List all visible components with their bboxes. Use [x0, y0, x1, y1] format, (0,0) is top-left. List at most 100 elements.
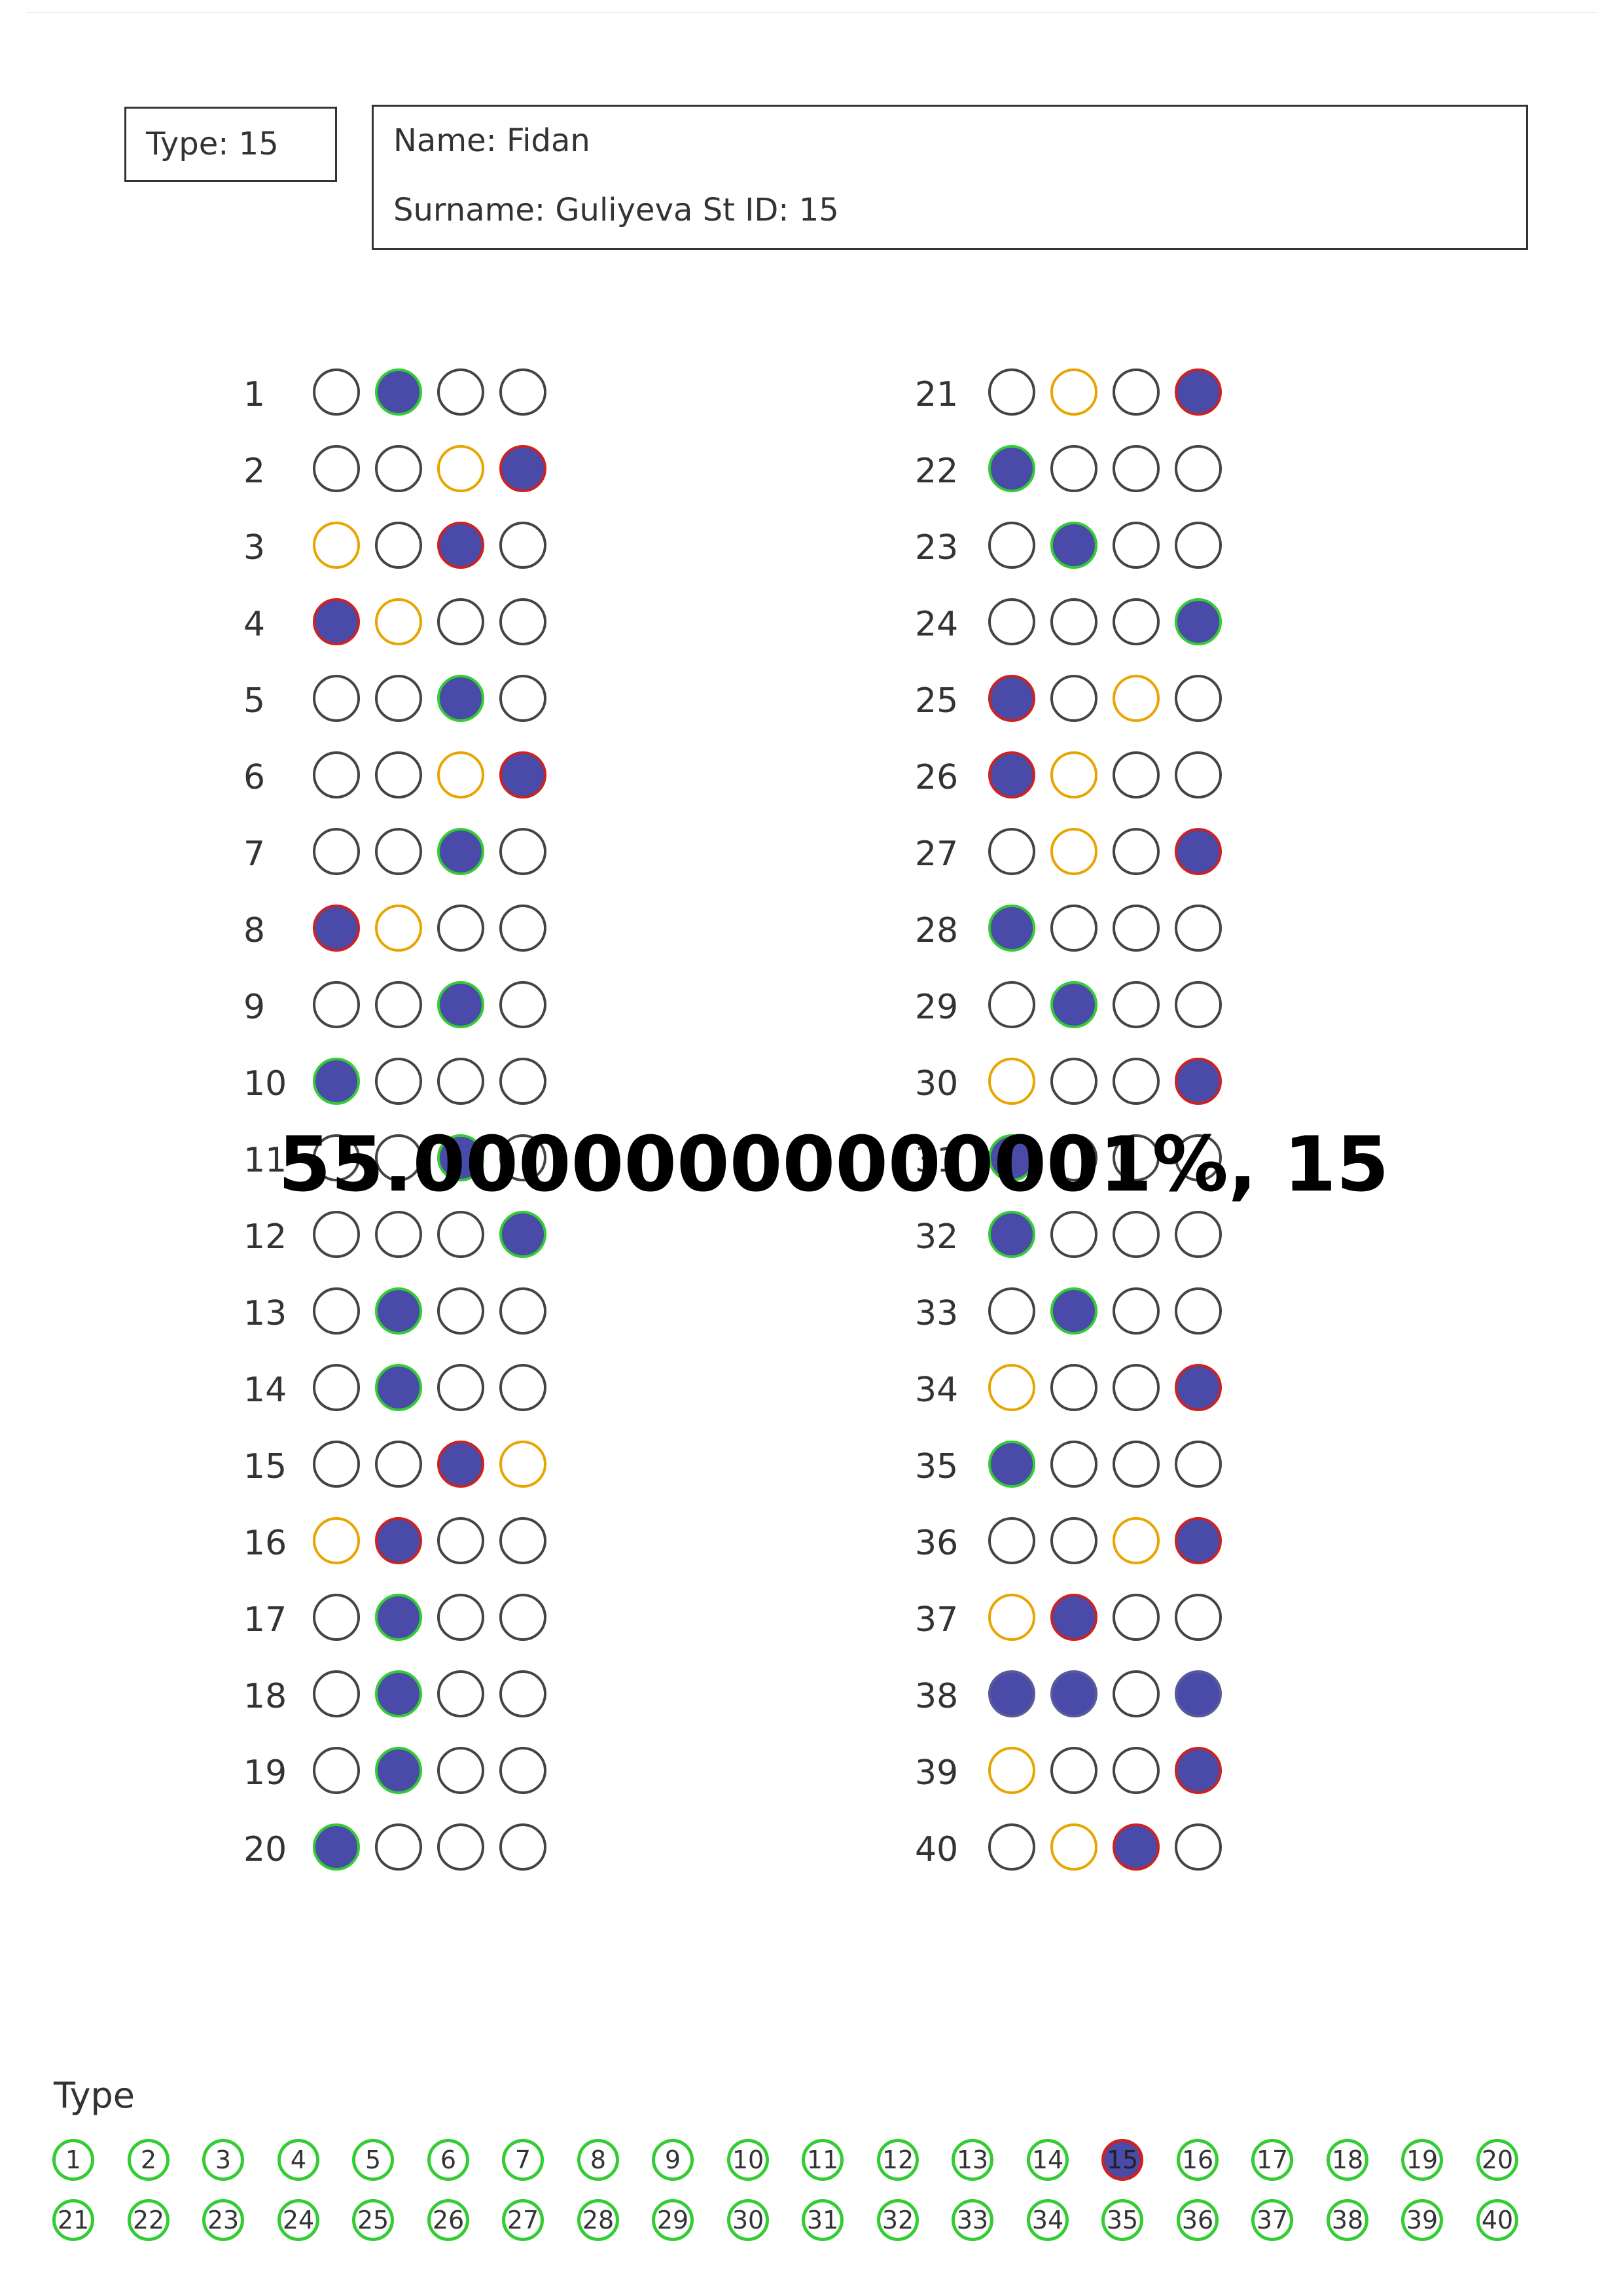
- answer-bubble-correct-filled[interactable]: [313, 1823, 360, 1871]
- answer-bubble-empty[interactable]: [1175, 981, 1222, 1028]
- answer-bubble-correct-filled[interactable]: [313, 1058, 360, 1105]
- answer-bubble-empty[interactable]: [1050, 1058, 1097, 1105]
- type-bubble[interactable]: 5: [352, 2139, 394, 2181]
- type-bubble[interactable]: 29: [652, 2199, 694, 2241]
- type-bubble[interactable]: 28: [577, 2199, 619, 2241]
- answer-bubble-correct-filled[interactable]: [1050, 1287, 1097, 1335]
- type-bubble[interactable]: 27: [502, 2199, 544, 2241]
- answer-bubble-empty[interactable]: [313, 981, 360, 1028]
- answer-bubble-wrong-filled[interactable]: [437, 522, 484, 569]
- type-bubble[interactable]: 19: [1401, 2139, 1443, 2181]
- answer-bubble-empty[interactable]: [437, 1058, 484, 1105]
- answer-bubble-empty[interactable]: [313, 1670, 360, 1717]
- answer-bubble-expected[interactable]: [988, 1364, 1035, 1411]
- answer-bubble-correct-filled[interactable]: [375, 1287, 422, 1335]
- answer-bubble-empty[interactable]: [375, 522, 422, 569]
- answer-bubble-empty[interactable]: [1113, 905, 1160, 952]
- answer-bubble-empty[interactable]: [437, 905, 484, 952]
- answer-bubble-empty[interactable]: [313, 1747, 360, 1794]
- answer-bubble-empty[interactable]: [313, 445, 360, 492]
- type-bubble[interactable]: 38: [1327, 2199, 1368, 2241]
- answer-bubble-empty[interactable]: [437, 1517, 484, 1564]
- answer-bubble-empty[interactable]: [1113, 368, 1160, 416]
- answer-bubble-empty[interactable]: [499, 981, 546, 1028]
- type-bubble[interactable]: 23: [202, 2199, 244, 2241]
- answer-bubble-correct-filled[interactable]: [988, 905, 1035, 952]
- answer-bubble-empty[interactable]: [437, 1594, 484, 1641]
- answer-bubble-empty[interactable]: [1175, 675, 1222, 722]
- answer-bubble-empty[interactable]: [1050, 675, 1097, 722]
- answer-bubble-empty[interactable]: [1175, 1594, 1222, 1641]
- answer-bubble-empty[interactable]: [313, 675, 360, 722]
- answer-bubble-wrong-filled[interactable]: [1175, 1058, 1222, 1105]
- answer-bubble-empty[interactable]: [313, 1134, 360, 1181]
- answer-bubble-wrong-filled[interactable]: [1050, 1594, 1097, 1641]
- answer-bubble-correct-filled[interactable]: [375, 1747, 422, 1794]
- answer-bubble-wrong-filled[interactable]: [437, 1441, 484, 1488]
- answer-bubble-expected[interactable]: [313, 522, 360, 569]
- type-bubble[interactable]: 22: [128, 2199, 169, 2241]
- answer-bubble-wrong-filled[interactable]: [1175, 828, 1222, 875]
- type-bubble[interactable]: 11: [802, 2139, 844, 2181]
- answer-bubble-empty[interactable]: [988, 1287, 1035, 1335]
- type-bubble[interactable]: 20: [1476, 2139, 1518, 2181]
- answer-bubble-expected[interactable]: [375, 905, 422, 952]
- answer-bubble-empty[interactable]: [437, 1823, 484, 1871]
- answer-bubble-empty[interactable]: [437, 598, 484, 645]
- answer-bubble-empty[interactable]: [313, 1441, 360, 1488]
- answer-bubble-empty[interactable]: [1050, 1517, 1097, 1564]
- answer-bubble-expected[interactable]: [437, 751, 484, 798]
- answer-bubble-correct-filled[interactable]: [375, 1594, 422, 1641]
- type-bubble[interactable]: 2: [128, 2139, 169, 2181]
- answer-bubble-correct-filled[interactable]: [375, 1670, 422, 1717]
- answer-bubble-empty[interactable]: [499, 1364, 546, 1411]
- answer-bubble-correct-filled[interactable]: [1050, 522, 1097, 569]
- answer-bubble-empty[interactable]: [988, 828, 1035, 875]
- type-bubble[interactable]: 26: [427, 2199, 469, 2241]
- type-bubble[interactable]: 12: [877, 2139, 919, 2181]
- type-bubble[interactable]: 24: [277, 2199, 319, 2241]
- answer-bubble-empty[interactable]: [375, 1211, 422, 1258]
- answer-bubble-empty[interactable]: [499, 1747, 546, 1794]
- answer-bubble-empty[interactable]: [437, 1747, 484, 1794]
- answer-bubble-empty[interactable]: [1050, 1747, 1097, 1794]
- answer-bubble-empty[interactable]: [375, 1058, 422, 1105]
- answer-bubble-empty[interactable]: [1113, 1211, 1160, 1258]
- answer-bubble-wrong-filled[interactable]: [1175, 1364, 1222, 1411]
- answer-bubble-empty[interactable]: [437, 1287, 484, 1335]
- answer-bubble-empty[interactable]: [1175, 905, 1222, 952]
- answer-bubble-empty[interactable]: [375, 675, 422, 722]
- answer-bubble-empty[interactable]: [1175, 1134, 1222, 1181]
- answer-bubble-correct-filled[interactable]: [1050, 981, 1097, 1028]
- answer-bubble-empty[interactable]: [1175, 445, 1222, 492]
- answer-bubble-empty[interactable]: [1175, 1287, 1222, 1335]
- answer-bubble-correct-filled[interactable]: [437, 981, 484, 1028]
- answer-bubble-correct-filled[interactable]: [988, 1441, 1035, 1488]
- type-bubble[interactable]: 13: [952, 2139, 993, 2181]
- type-bubble[interactable]: 8: [577, 2139, 619, 2181]
- answer-bubble-wrong-filled[interactable]: [1175, 1747, 1222, 1794]
- type-bubble[interactable]: 16: [1177, 2139, 1219, 2181]
- answer-bubble-expected[interactable]: [1050, 368, 1097, 416]
- type-bubble[interactable]: 14: [1027, 2139, 1069, 2181]
- answer-bubble-correct-filled[interactable]: [988, 1134, 1035, 1181]
- type-bubble[interactable]: 36: [1177, 2199, 1219, 2241]
- answer-bubble-empty[interactable]: [313, 1594, 360, 1641]
- answer-bubble-filled[interactable]: [1175, 1670, 1222, 1717]
- answer-bubble-empty[interactable]: [437, 368, 484, 416]
- answer-bubble-empty[interactable]: [313, 1211, 360, 1258]
- type-bubble[interactable]: 7: [502, 2139, 544, 2181]
- answer-bubble-empty[interactable]: [499, 905, 546, 952]
- answer-bubble-empty[interactable]: [988, 981, 1035, 1028]
- type-bubble[interactable]: 15: [1101, 2139, 1143, 2181]
- answer-bubble-empty[interactable]: [1050, 1441, 1097, 1488]
- answer-bubble-wrong-filled[interactable]: [313, 905, 360, 952]
- answer-bubble-expected[interactable]: [1050, 751, 1097, 798]
- type-bubble[interactable]: 6: [427, 2139, 469, 2181]
- answer-bubble-empty[interactable]: [1050, 1134, 1097, 1181]
- answer-bubble-expected[interactable]: [1050, 828, 1097, 875]
- answer-bubble-empty[interactable]: [1050, 1211, 1097, 1258]
- answer-bubble-empty[interactable]: [988, 1517, 1035, 1564]
- answer-bubble-empty[interactable]: [375, 1134, 422, 1181]
- answer-bubble-empty[interactable]: [1113, 1441, 1160, 1488]
